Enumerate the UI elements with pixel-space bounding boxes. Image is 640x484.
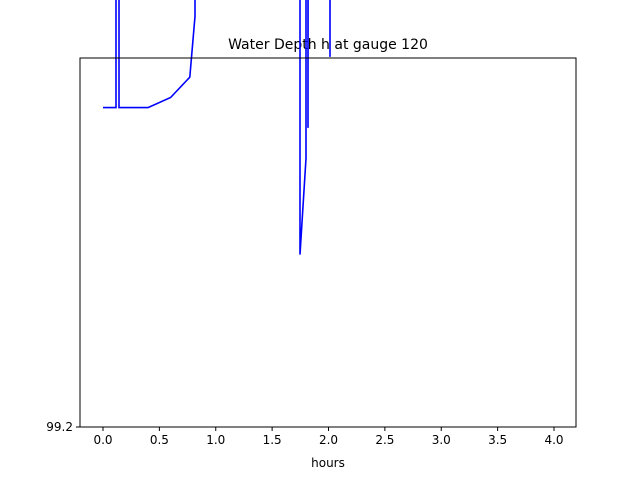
x-tick-label: 1.0 [206, 433, 225, 447]
x-tick-label: 1.5 [263, 433, 282, 447]
x-axis-label: hours [311, 456, 345, 470]
plot-frame [79, 57, 577, 428]
x-tick-label: 4.0 [544, 433, 563, 447]
x-tick-label: 3.0 [432, 433, 451, 447]
chart-title: Water Depth h at gauge 120 [228, 37, 428, 53]
x-tick-label: 0.0 [93, 433, 112, 447]
y-tick-label: 99.2 [46, 420, 73, 434]
x-tick-label: 2.5 [375, 433, 394, 447]
x-tick-label: 3.5 [488, 433, 507, 447]
x-tick-label: 0.5 [150, 433, 169, 447]
x-tick-label: 2.0 [319, 433, 338, 447]
